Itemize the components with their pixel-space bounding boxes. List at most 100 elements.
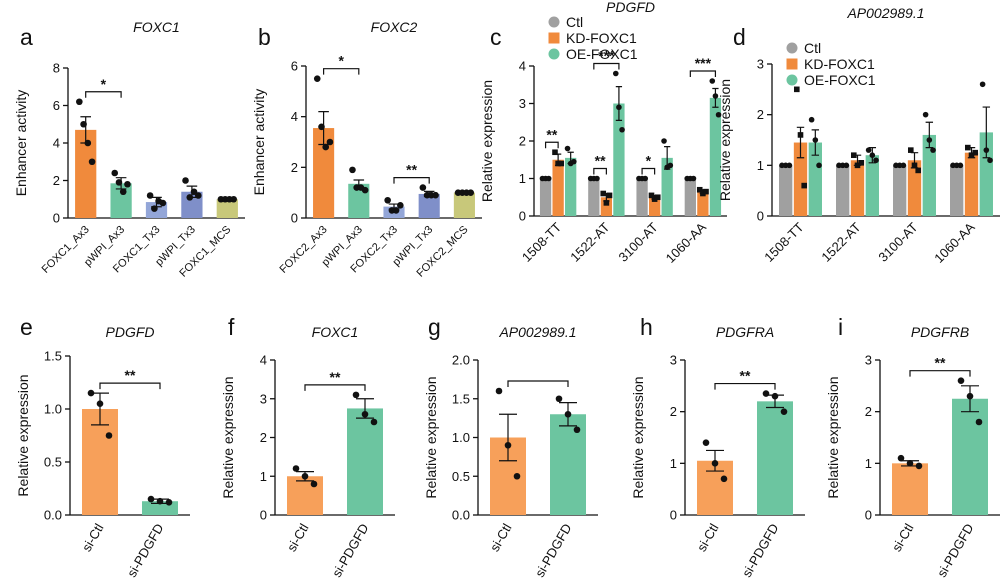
bar	[950, 165, 964, 216]
y-axis-label: Relative expression	[630, 376, 646, 498]
significance-label: **	[125, 367, 136, 383]
significance-bracket	[593, 62, 620, 70]
data-point	[808, 116, 815, 123]
data-point	[873, 157, 879, 164]
data-point	[858, 160, 865, 166]
data-point	[370, 418, 378, 426]
data-point	[600, 190, 607, 197]
data-point	[292, 465, 300, 472]
data-point	[911, 162, 918, 169]
data-point	[812, 137, 819, 143]
significance-bracket	[593, 167, 607, 175]
panel-letter: c	[490, 24, 502, 50]
data-point	[968, 152, 975, 158]
data-point	[907, 147, 914, 153]
y-tick-label: 0	[865, 508, 872, 523]
data-point	[159, 199, 167, 207]
data-point	[88, 158, 96, 166]
x-tick-label: 1060-AA	[931, 219, 978, 266]
x-tick-label: 1508-TT	[761, 219, 806, 264]
data-point	[352, 391, 360, 399]
data-point	[467, 189, 475, 196]
panel-letter: a	[20, 24, 33, 50]
data-point	[186, 194, 194, 201]
bar	[347, 408, 383, 515]
data-point	[124, 180, 131, 188]
y-tick-label: 1	[260, 469, 267, 484]
error-bar	[615, 86, 623, 121]
data-point	[957, 377, 965, 384]
data-point	[972, 149, 979, 156]
data-point	[780, 408, 788, 415]
data-point	[84, 139, 92, 147]
data-point	[712, 93, 719, 99]
x-tick-label: si-Ctl	[694, 521, 722, 554]
legend-label: KD-FOXC1	[566, 30, 637, 46]
data-point	[301, 472, 309, 480]
data-point	[703, 188, 709, 195]
panel-title: FOXC1	[133, 19, 180, 35]
data-point	[87, 389, 95, 397]
data-point	[850, 152, 857, 158]
y-tick-label: 1	[865, 456, 872, 471]
bar	[75, 129, 97, 218]
data-point	[322, 143, 330, 151]
significance-bracket	[99, 382, 161, 390]
data-point	[619, 126, 625, 133]
data-point	[793, 86, 800, 93]
x-tick-label: si-PDGFD	[739, 521, 782, 579]
data-point	[504, 441, 512, 449]
data-point	[392, 207, 400, 214]
significance-bracket	[85, 91, 122, 98]
bar	[661, 157, 673, 216]
bar	[697, 191, 709, 216]
bar	[588, 178, 600, 216]
legend-marker	[548, 48, 560, 60]
y-tick-label: 2	[519, 134, 526, 149]
data-point	[922, 111, 929, 118]
legend-label: KD-FOXC1	[804, 56, 875, 72]
y-tick-label: 1.5	[452, 391, 470, 406]
panel-letter: b	[258, 24, 271, 50]
data-point	[571, 158, 577, 165]
y-tick-label: 8	[53, 61, 60, 76]
y-axis-label: Relative expression	[825, 376, 841, 498]
data-point	[119, 188, 127, 196]
data-point	[900, 162, 907, 169]
significance-label: ***	[598, 48, 615, 64]
data-point	[495, 387, 503, 395]
data-point	[616, 104, 622, 111]
y-tick-label: 0.5	[44, 455, 62, 470]
y-tick-label: 0	[53, 211, 60, 226]
x-tick-label: si-PDGFD	[532, 521, 575, 579]
legend-label: OE-FOXC1	[804, 72, 876, 88]
bar	[808, 142, 822, 216]
legend-marker	[786, 58, 798, 70]
bar	[684, 178, 696, 216]
data-point	[151, 205, 158, 212]
y-tick-label: 0	[291, 211, 298, 226]
data-point	[612, 70, 619, 77]
bar	[865, 155, 879, 216]
data-point	[555, 160, 561, 167]
bar	[636, 178, 648, 216]
data-point	[310, 480, 318, 488]
data-point	[111, 169, 119, 177]
data-point	[983, 147, 990, 153]
x-tick-label: 1508-TT	[519, 219, 564, 264]
x-tick-label: 1060-AA	[663, 219, 710, 266]
data-point	[957, 162, 964, 169]
y-tick-label: 1.5	[44, 349, 62, 364]
data-point	[313, 75, 321, 82]
data-point	[603, 200, 610, 206]
data-point	[709, 78, 716, 84]
bar	[892, 463, 928, 515]
y-tick-label: 0.0	[44, 508, 62, 523]
panel-title: PDGFD	[606, 0, 655, 15]
x-tick-label: FOXC1_Ax3	[40, 224, 92, 276]
panel-title: FOXC2	[371, 19, 418, 35]
x-tick-label: si-PDGFD	[329, 521, 372, 579]
bar	[313, 128, 335, 218]
significance-label: *	[101, 76, 107, 92]
y-tick-label: 3	[865, 353, 872, 368]
